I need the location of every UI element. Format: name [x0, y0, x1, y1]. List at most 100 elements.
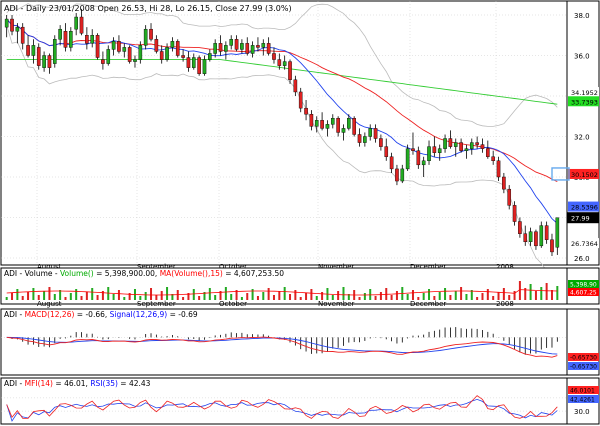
- candle-down: [127, 47, 132, 62]
- volume-badge-label: 5,398,90: [570, 282, 597, 289]
- candle-down: [491, 156, 495, 161]
- candle-up: [400, 168, 405, 182]
- price-axis-tick: 32.0: [574, 134, 590, 142]
- rsi-legend: ADI - MFI(14) = 46.01, RSI(35) = 42.43: [4, 379, 151, 388]
- volume-bar: [422, 293, 425, 300]
- volume-legend: ADI - Volume - Volume() = 5,398,900.00, …: [4, 269, 284, 278]
- volume-bar: [556, 286, 559, 300]
- candle-down: [26, 45, 30, 56]
- candle-down: [507, 188, 512, 206]
- volume-bar: [27, 292, 30, 300]
- price-grid: [1, 1, 567, 265]
- volume-bar: [96, 295, 99, 300]
- macd-badge-label: -0.65730: [570, 364, 597, 371]
- macd-badge-label: -0.65730: [570, 355, 597, 362]
- candle-up: [170, 41, 175, 48]
- price-x-ticks: August September October November December 20…: [37, 263, 514, 271]
- volume-bar: [374, 296, 377, 300]
- candle-up: [368, 128, 373, 137]
- candle-up: [202, 59, 207, 74]
- rsi-badge-label: 42.4261: [570, 397, 595, 404]
- volume-bar: [331, 295, 334, 300]
- candle-down: [544, 225, 549, 240]
- volume-bar: [497, 292, 500, 300]
- price-badge: [568, 87, 599, 98]
- candle-down: [298, 91, 303, 109]
- volume-bar: [32, 288, 35, 300]
- candle-down: [20, 26, 25, 44]
- volume-bar: [299, 297, 302, 300]
- volume-bar: [240, 297, 243, 300]
- volume-bar: [251, 289, 254, 300]
- volume-x-tick: November: [318, 300, 355, 308]
- volume-bar: [53, 294, 56, 300]
- volume-x-tick: December: [410, 300, 446, 308]
- bollinger-lower-line: [6, 24, 558, 281]
- candle-up: [250, 45, 255, 54]
- candle-up: [341, 128, 346, 133]
- price-badge: [568, 168, 599, 179]
- volume-bar: [379, 292, 382, 300]
- volume-bar: [166, 287, 169, 300]
- price-badge-label: 33.7393: [571, 98, 598, 106]
- volume-bar: [11, 293, 14, 300]
- volume-bar: [529, 284, 532, 300]
- candle-up: [347, 118, 351, 129]
- volume-bar: [278, 291, 281, 300]
- candle-up: [165, 47, 169, 60]
- volume-bar: [208, 288, 211, 300]
- candle-up: [469, 142, 474, 149]
- volume-bar: [283, 287, 286, 300]
- volume-bar: [492, 296, 495, 300]
- volume-bar: [428, 289, 431, 300]
- candle-down: [256, 45, 260, 48]
- candle-down: [357, 134, 362, 143]
- volume-bar: [139, 296, 142, 300]
- candle-down: [186, 57, 191, 68]
- candle-down: [218, 43, 223, 52]
- volume-bar: [486, 289, 489, 300]
- volume-x-tick: September: [137, 300, 176, 308]
- volume-badge: [568, 288, 599, 296]
- mfi-line: [6, 395, 558, 419]
- price-axis-tick: 36.0: [574, 53, 590, 61]
- volume-bar: [48, 287, 51, 300]
- volume-bar: [230, 294, 233, 300]
- candle-down: [36, 47, 41, 66]
- volume-bar: [406, 294, 409, 300]
- candle-up: [31, 45, 36, 56]
- volume-bar: [272, 295, 275, 300]
- candle-up: [133, 59, 137, 62]
- volume-bar: [128, 293, 131, 300]
- volume-bar: [411, 290, 414, 300]
- price-badge: [567, 212, 600, 224]
- price-badge-label: 30.1502: [571, 171, 598, 179]
- candle-up: [330, 118, 335, 125]
- volume-bar: [321, 292, 324, 300]
- volume-bar: [43, 291, 46, 300]
- volume-bar: [117, 290, 120, 300]
- macd-badges: -0.65730 -0.65730: [568, 353, 599, 371]
- volume-bar: [513, 291, 516, 300]
- candle-down: [411, 148, 415, 151]
- candle-down: [234, 39, 239, 50]
- price-x-tick: August: [37, 263, 62, 271]
- candle-up: [90, 35, 95, 44]
- volume-bar: [214, 295, 217, 300]
- candle-down: [486, 148, 490, 157]
- candle-down: [395, 168, 399, 182]
- candle-up: [464, 148, 469, 151]
- macd-histogram: [11, 327, 558, 355]
- candle-up: [69, 31, 73, 48]
- candle-down: [373, 128, 378, 139]
- candle-down: [197, 57, 201, 74]
- candle-down: [352, 118, 356, 135]
- candle-up: [282, 61, 287, 66]
- volume-bar: [476, 297, 479, 300]
- volume-bar: [550, 290, 553, 300]
- volume-bar: [358, 297, 361, 300]
- volume-bar: [481, 293, 484, 300]
- candle-down: [95, 35, 100, 58]
- volume-bar: [59, 290, 62, 300]
